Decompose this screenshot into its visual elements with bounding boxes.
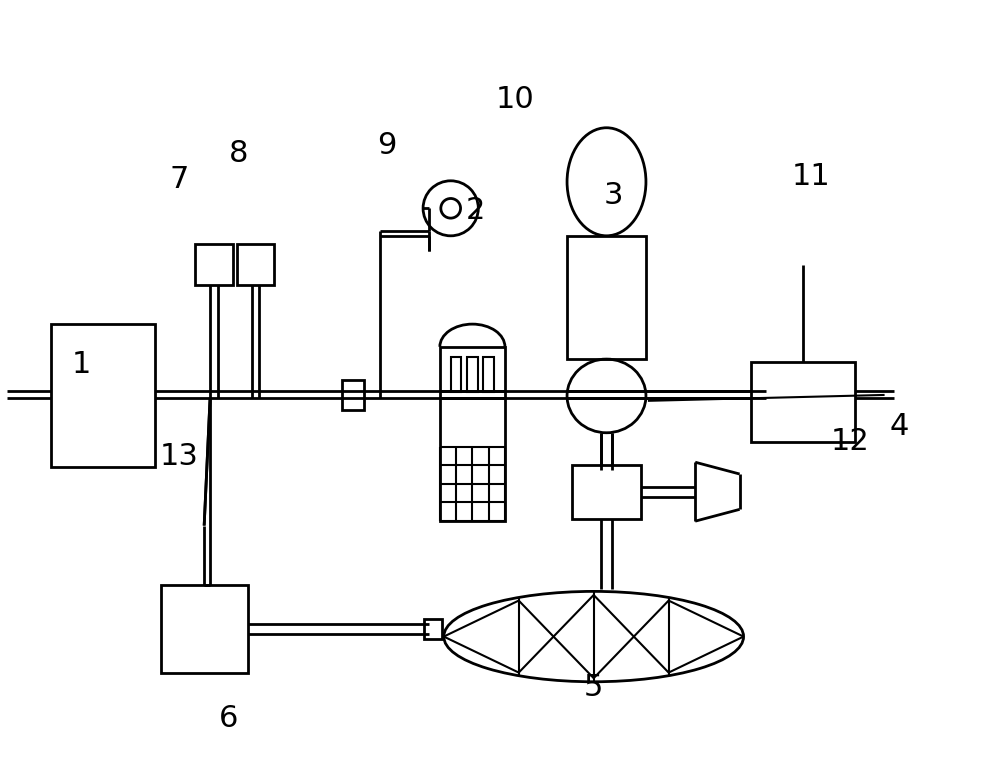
Bar <box>567 236 646 359</box>
Text: 10: 10 <box>495 85 534 114</box>
Text: 9: 9 <box>377 131 396 160</box>
Bar <box>161 585 248 673</box>
Text: 3: 3 <box>604 181 623 210</box>
Text: 2: 2 <box>466 197 485 226</box>
Text: 11: 11 <box>791 161 830 190</box>
Bar <box>424 619 442 639</box>
Text: 7: 7 <box>170 165 189 194</box>
Bar <box>440 398 505 521</box>
Bar <box>572 464 641 518</box>
Text: 6: 6 <box>219 704 239 733</box>
Bar <box>440 347 505 398</box>
Text: 1: 1 <box>71 350 91 379</box>
Text: 8: 8 <box>229 139 248 168</box>
Bar <box>237 244 274 285</box>
Bar <box>342 381 364 410</box>
Text: 12: 12 <box>831 427 869 456</box>
Bar <box>751 362 855 442</box>
Text: 13: 13 <box>160 442 199 471</box>
Bar <box>451 357 461 392</box>
Bar <box>51 324 155 467</box>
Bar <box>195 244 233 285</box>
Bar <box>483 357 494 392</box>
Text: 5: 5 <box>584 673 603 702</box>
Bar <box>467 357 478 392</box>
Text: 4: 4 <box>890 412 909 441</box>
